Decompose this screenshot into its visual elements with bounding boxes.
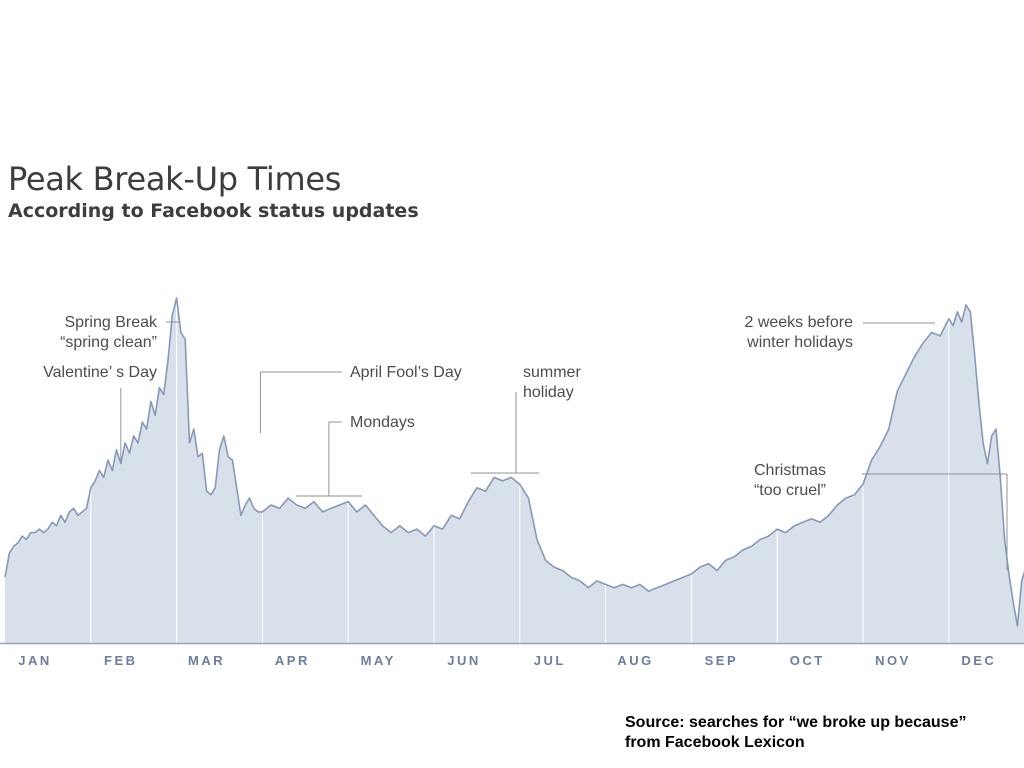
annotation-mondays-line-1: Mondays xyxy=(350,414,415,431)
chart-annotations: Spring Break “spring clean” Valentine’ s D… xyxy=(43,314,1008,570)
break-up-area-chart: JAN FEB MAR APR MAY JUN JUL AUG SEP OCT NOV DEC Spr… xyxy=(0,297,1024,668)
annotation-christmas-line-1: Christmas xyxy=(754,462,826,479)
month-label-nov: NOV xyxy=(875,653,911,668)
chart-title: Peak Break-Up Times xyxy=(8,160,342,198)
annotation-summer-holiday-line-2: holiday xyxy=(523,384,574,401)
month-label-sep: SEP xyxy=(705,653,739,668)
annotation-april-fools-line-1: April Fool’s Day xyxy=(350,364,462,381)
month-label-feb: FEB xyxy=(104,653,138,668)
annotation-spring-break-line-1: Spring Break xyxy=(65,314,158,331)
source-note: Source: searches for “we broke up becaus… xyxy=(625,713,1015,753)
break-up-area xyxy=(5,298,1024,643)
month-label-aug: AUG xyxy=(617,653,653,668)
month-label-mar: MAR xyxy=(188,653,225,668)
month-label-oct: OCT xyxy=(790,653,825,668)
x-axis-tick-labels: JAN FEB MAR APR MAY JUN JUL AUG SEP OCT NOV DEC xyxy=(18,653,996,668)
month-label-jul: JUL xyxy=(534,653,566,668)
month-label-jan: JAN xyxy=(18,653,52,668)
annotation-christmas-line-2: “too cruel” xyxy=(754,482,826,499)
chart-subtitle: According to Facebook status updates xyxy=(8,200,419,222)
annotation-valentines-line-1: Valentine’ s Day xyxy=(43,364,157,381)
month-label-dec: DEC xyxy=(961,653,996,668)
annotation-summer-holiday-line-1: summer xyxy=(523,364,581,381)
month-dividers xyxy=(90,298,950,643)
month-label-may: MAY xyxy=(361,653,396,668)
month-label-apr: APR xyxy=(275,653,310,668)
source-line-1: Source: searches for “we broke up becaus… xyxy=(625,714,967,731)
break-up-line xyxy=(4,297,1024,627)
source-line-2: from Facebook Lexicon xyxy=(625,734,805,751)
month-label-jun: JUN xyxy=(447,653,481,668)
annotation-two-weeks-before-line-1: 2 weeks before xyxy=(744,314,853,331)
annotation-spring-break-line-2: “spring clean” xyxy=(60,334,157,351)
annotation-two-weeks-before-line-2: winter holidays xyxy=(746,334,853,351)
